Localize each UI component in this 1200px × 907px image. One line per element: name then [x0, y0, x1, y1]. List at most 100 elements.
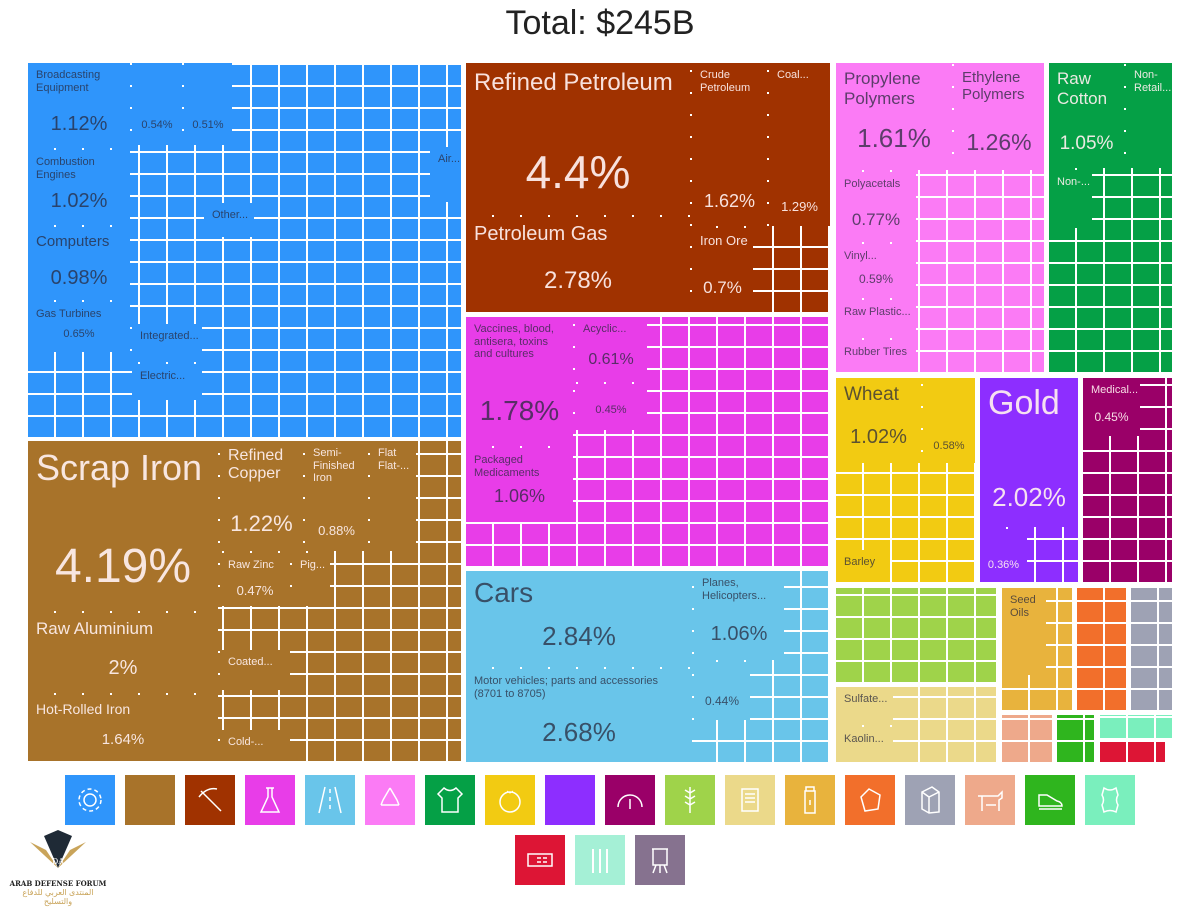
- treemap-tile[interactable]: Flat Flat-...: [370, 441, 416, 551]
- treemap-tile[interactable]: Cold-...: [220, 730, 290, 761]
- treemap-tile[interactable]: Vaccines, blood, antisera, toxins and cu…: [466, 317, 573, 446]
- treemap-tile[interactable]: Kaolin...: [836, 727, 893, 762]
- treemap-tile[interactable]: Vinyl... 0.59%: [836, 244, 916, 298]
- tile-label: Coated...: [228, 656, 273, 668]
- animal-and-vegetable-bi-products-icon[interactable]: [785, 775, 835, 825]
- treemap-tile[interactable]: Seed Oils: [1002, 588, 1046, 675]
- tile-label: Acyclic...: [583, 323, 627, 335]
- treemap-tile[interactable]: Gas Turbines 0.65%: [28, 302, 130, 352]
- mineral-products-icon[interactable]: [185, 775, 235, 825]
- treemap-tile[interactable]: Raw Zinc 0.47%: [220, 553, 290, 606]
- sector-foodstuffs[interactable]: [836, 588, 996, 682]
- vegetable-products-icon[interactable]: [485, 775, 535, 825]
- treemap-tile[interactable]: Cars 2.84%: [466, 571, 692, 667]
- tile-label: Broadcasting Equipment: [36, 69, 101, 94]
- tile-percent: 0.36%: [987, 559, 1020, 571]
- treemap-tile[interactable]: Non-...: [1049, 170, 1092, 228]
- treemap-tile[interactable]: Medical... 0.45%: [1083, 378, 1140, 436]
- treemap-tile[interactable]: Propylene Polymers 1.61%: [836, 63, 952, 170]
- machines-icon[interactable]: [65, 775, 115, 825]
- treemap-tile[interactable]: Pig...: [292, 553, 330, 606]
- treemap-tile[interactable]: 0.44%: [694, 662, 750, 720]
- treemap-tile[interactable]: Ethylene Polymers 1.26%: [954, 63, 1044, 170]
- treemap-tile[interactable]: Petroleum Gas 2.78%: [466, 217, 690, 312]
- tile-label: Motor vehicles; parts and accessories (8…: [474, 675, 659, 700]
- treemap-tile[interactable]: Coated...: [220, 650, 290, 690]
- treemap-tile[interactable]: Broadcasting Equipment 1.12%: [28, 63, 130, 148]
- animal-hides-icon[interactable]: [1085, 775, 1135, 825]
- plastics-and-rubbers-icon[interactable]: [365, 775, 415, 825]
- tile-label: Sulfate...: [844, 693, 888, 705]
- tile-percent: 0.51%: [192, 119, 224, 131]
- treemap-tile[interactable]: Integrated...: [132, 324, 202, 362]
- chemical-products-icon[interactable]: [245, 775, 295, 825]
- tile-percent: 1.61%: [857, 123, 931, 153]
- treemap-tile[interactable]: Non-Retail...: [1126, 63, 1172, 168]
- footwear-and-headwear-icon[interactable]: [1025, 775, 1075, 825]
- treemap-tile[interactable]: 0.58%: [923, 378, 975, 463]
- paper-goods-scroll-icon[interactable]: [725, 775, 775, 825]
- treemap-tile[interactable]: Coal... 1.29%: [769, 63, 830, 226]
- weapons-icon[interactable]: [515, 835, 565, 885]
- wood-products-icon[interactable]: [905, 775, 955, 825]
- stone-and-glass-icon[interactable]: [845, 775, 895, 825]
- shield-logo-icon: DA: [30, 830, 86, 868]
- treemap-tile[interactable]: Iron Ore 0.7%: [692, 228, 753, 312]
- chart-title: Total: $245B: [505, 4, 695, 42]
- treemap-tile[interactable]: Hot-Rolled Iron 1.64%: [28, 695, 218, 761]
- arms-ammunition-icon[interactable]: [575, 835, 625, 885]
- sector-animal-hides[interactable]: [1002, 715, 1052, 762]
- tile-label: Other...: [212, 209, 249, 221]
- sector-weapons[interactable]: [1100, 742, 1165, 762]
- tile-percent: 1.64%: [101, 731, 145, 748]
- treemap-tile[interactable]: 0.36%: [980, 529, 1027, 582]
- treemap-tile[interactable]: Combustion Engines 1.02%: [28, 150, 130, 225]
- tile-label: Propylene Polymers: [844, 69, 921, 108]
- treemap-tile[interactable]: 0.54%: [132, 63, 182, 145]
- treemap-tile[interactable]: Electric...: [132, 364, 202, 400]
- treemap-tile[interactable]: Motor vehicles; parts and accessories (8…: [466, 669, 692, 762]
- tile-label: Wheat: [844, 384, 899, 405]
- tile-percent: 0.45%: [1094, 410, 1129, 424]
- treemap-tile[interactable]: Rubber Tires: [836, 340, 916, 372]
- tile-percent: 2.02%: [992, 482, 1066, 512]
- metals-icon[interactable]: [125, 775, 175, 825]
- tile-label: Computers: [36, 233, 110, 250]
- precious-metals-icon[interactable]: [545, 775, 595, 825]
- treemap-tile[interactable]: Refined Petroleum 4.4%: [466, 63, 690, 215]
- sector-footwear-and-headwear[interactable]: [1057, 715, 1094, 762]
- transportation-icon[interactable]: [305, 775, 355, 825]
- treemap-tile[interactable]: 0.51%: [184, 63, 232, 145]
- arts-and-antiques-icon[interactable]: [635, 835, 685, 885]
- treemap-tile[interactable]: Packaged Medicaments 1.06%: [466, 448, 573, 522]
- treemap-tile[interactable]: Other...: [204, 203, 254, 237]
- sector-animal-products[interactable]: [1077, 588, 1126, 710]
- treemap-tile[interactable]: Sulfate...: [836, 687, 893, 725]
- treemap-tile[interactable]: Scrap Iron 4.19%: [28, 441, 218, 611]
- instruments-icon[interactable]: [605, 775, 655, 825]
- treemap-tile[interactable]: Wheat 1.02%: [836, 378, 921, 463]
- tile-percent: 0.65%: [63, 328, 95, 340]
- tile-percent: 1.26%: [966, 129, 1032, 155]
- treemap-tile[interactable]: Raw Cotton 1.05%: [1049, 63, 1124, 168]
- tile-percent: 1.12%: [50, 113, 108, 135]
- treemap-tile[interactable]: Semi-Finished Iron 0.88%: [305, 441, 368, 551]
- treemap-tile[interactable]: Crude Petroleum 1.62%: [692, 63, 767, 226]
- treemap-tile[interactable]: Raw Plastic...: [836, 300, 916, 338]
- treemap-tile[interactable]: Computers 0.98%: [28, 227, 130, 300]
- textiles-icon[interactable]: [425, 775, 475, 825]
- treemap-tile[interactable]: Air...: [430, 147, 461, 202]
- animal-products-icon[interactable]: [965, 775, 1015, 825]
- foodstuffs-icon[interactable]: [665, 775, 715, 825]
- treemap-tile[interactable]: Barley: [836, 550, 890, 582]
- treemap-tile[interactable]: Polyacetals 0.77%: [836, 172, 916, 242]
- sector-paper-goods[interactable]: [1131, 588, 1172, 710]
- sector-misc-leather[interactable]: [1100, 715, 1172, 738]
- treemap-tile[interactable]: Planes, Helicopters... 1.06%: [694, 571, 784, 660]
- treemap-tile[interactable]: 0.45%: [575, 384, 647, 430]
- treemap-tile[interactable]: Acyclic... 0.61%: [575, 317, 647, 382]
- treemap-tile[interactable]: Refined Copper 1.22%: [220, 441, 303, 551]
- treemap-tile[interactable]: Gold 2.02%: [980, 378, 1078, 527]
- tile-percent: 1.29%: [781, 199, 818, 214]
- treemap-tile[interactable]: Raw Aluminium 2%: [28, 613, 218, 693]
